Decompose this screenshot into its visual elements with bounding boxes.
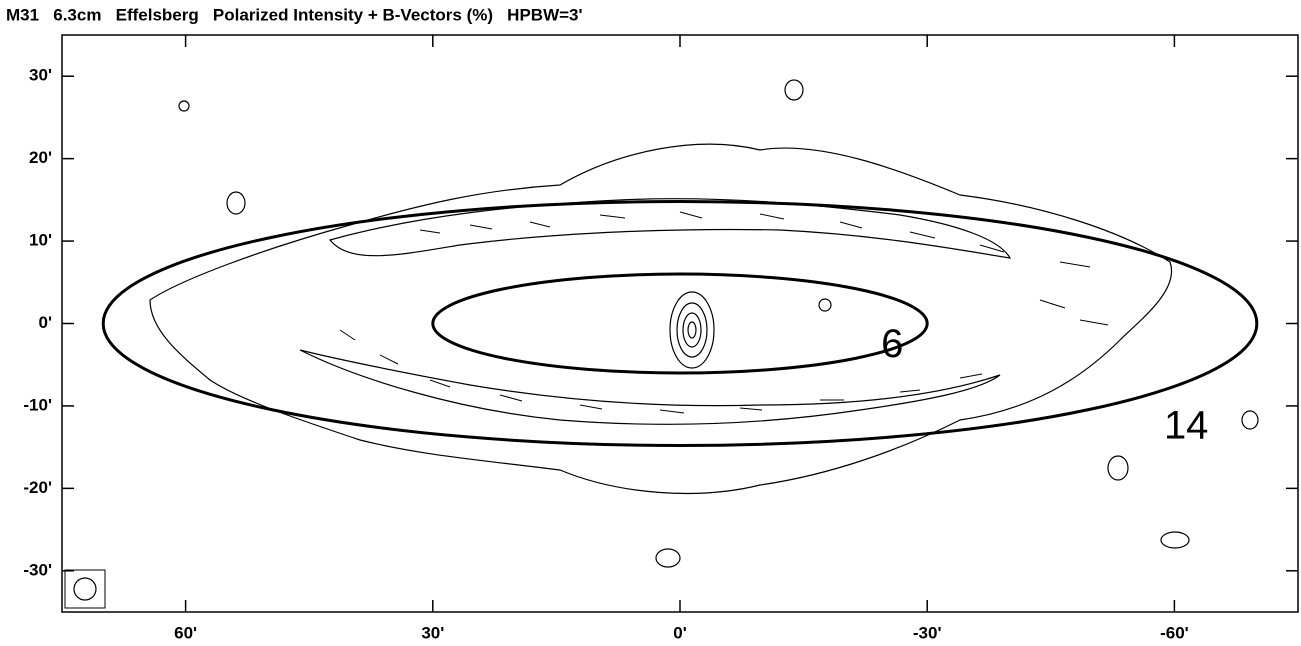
contour — [1107, 455, 1129, 481]
x-tick-label: 0' — [673, 623, 687, 642]
y-tick-label: -20' — [23, 478, 52, 497]
plot-frame — [61, 34, 1299, 613]
y-tick-label: 0' — [39, 313, 53, 332]
contour — [818, 298, 832, 312]
contour — [178, 100, 190, 112]
y-tick-label: 20' — [29, 148, 52, 167]
contour — [328, 198, 1012, 259]
b-vector — [339, 211, 1109, 414]
contours — [149, 79, 1259, 568]
contour — [784, 79, 804, 101]
y-tick-label: -30' — [23, 560, 52, 579]
contour — [149, 143, 1173, 494]
ring-label: 6 — [881, 322, 903, 366]
ring-ellipse — [431, 272, 929, 375]
chart-title: M31 6.3cm Effelsberg Polarized Intensity… — [6, 5, 583, 24]
contour — [682, 312, 702, 348]
beam — [73, 577, 97, 601]
b-vectors — [339, 211, 1109, 414]
x-tick-label: 30' — [421, 623, 444, 642]
x-tick-label: -60' — [1160, 623, 1189, 642]
contour — [669, 291, 715, 369]
y-tick-label: -10' — [23, 395, 52, 414]
contour — [655, 548, 681, 568]
contour — [1241, 410, 1259, 430]
contour — [687, 321, 697, 339]
contour — [1160, 531, 1190, 549]
x-tick-label: -30' — [913, 623, 942, 642]
ring-ellipse — [101, 200, 1259, 447]
contour — [226, 191, 246, 215]
beam-box — [64, 569, 106, 609]
contour — [299, 349, 1001, 425]
x-tick-label: 60' — [174, 623, 197, 642]
contour — [676, 302, 708, 358]
ring-label: 14 — [1164, 404, 1209, 448]
y-tick-label: 30' — [29, 66, 52, 85]
y-tick-label: 10' — [29, 231, 52, 250]
